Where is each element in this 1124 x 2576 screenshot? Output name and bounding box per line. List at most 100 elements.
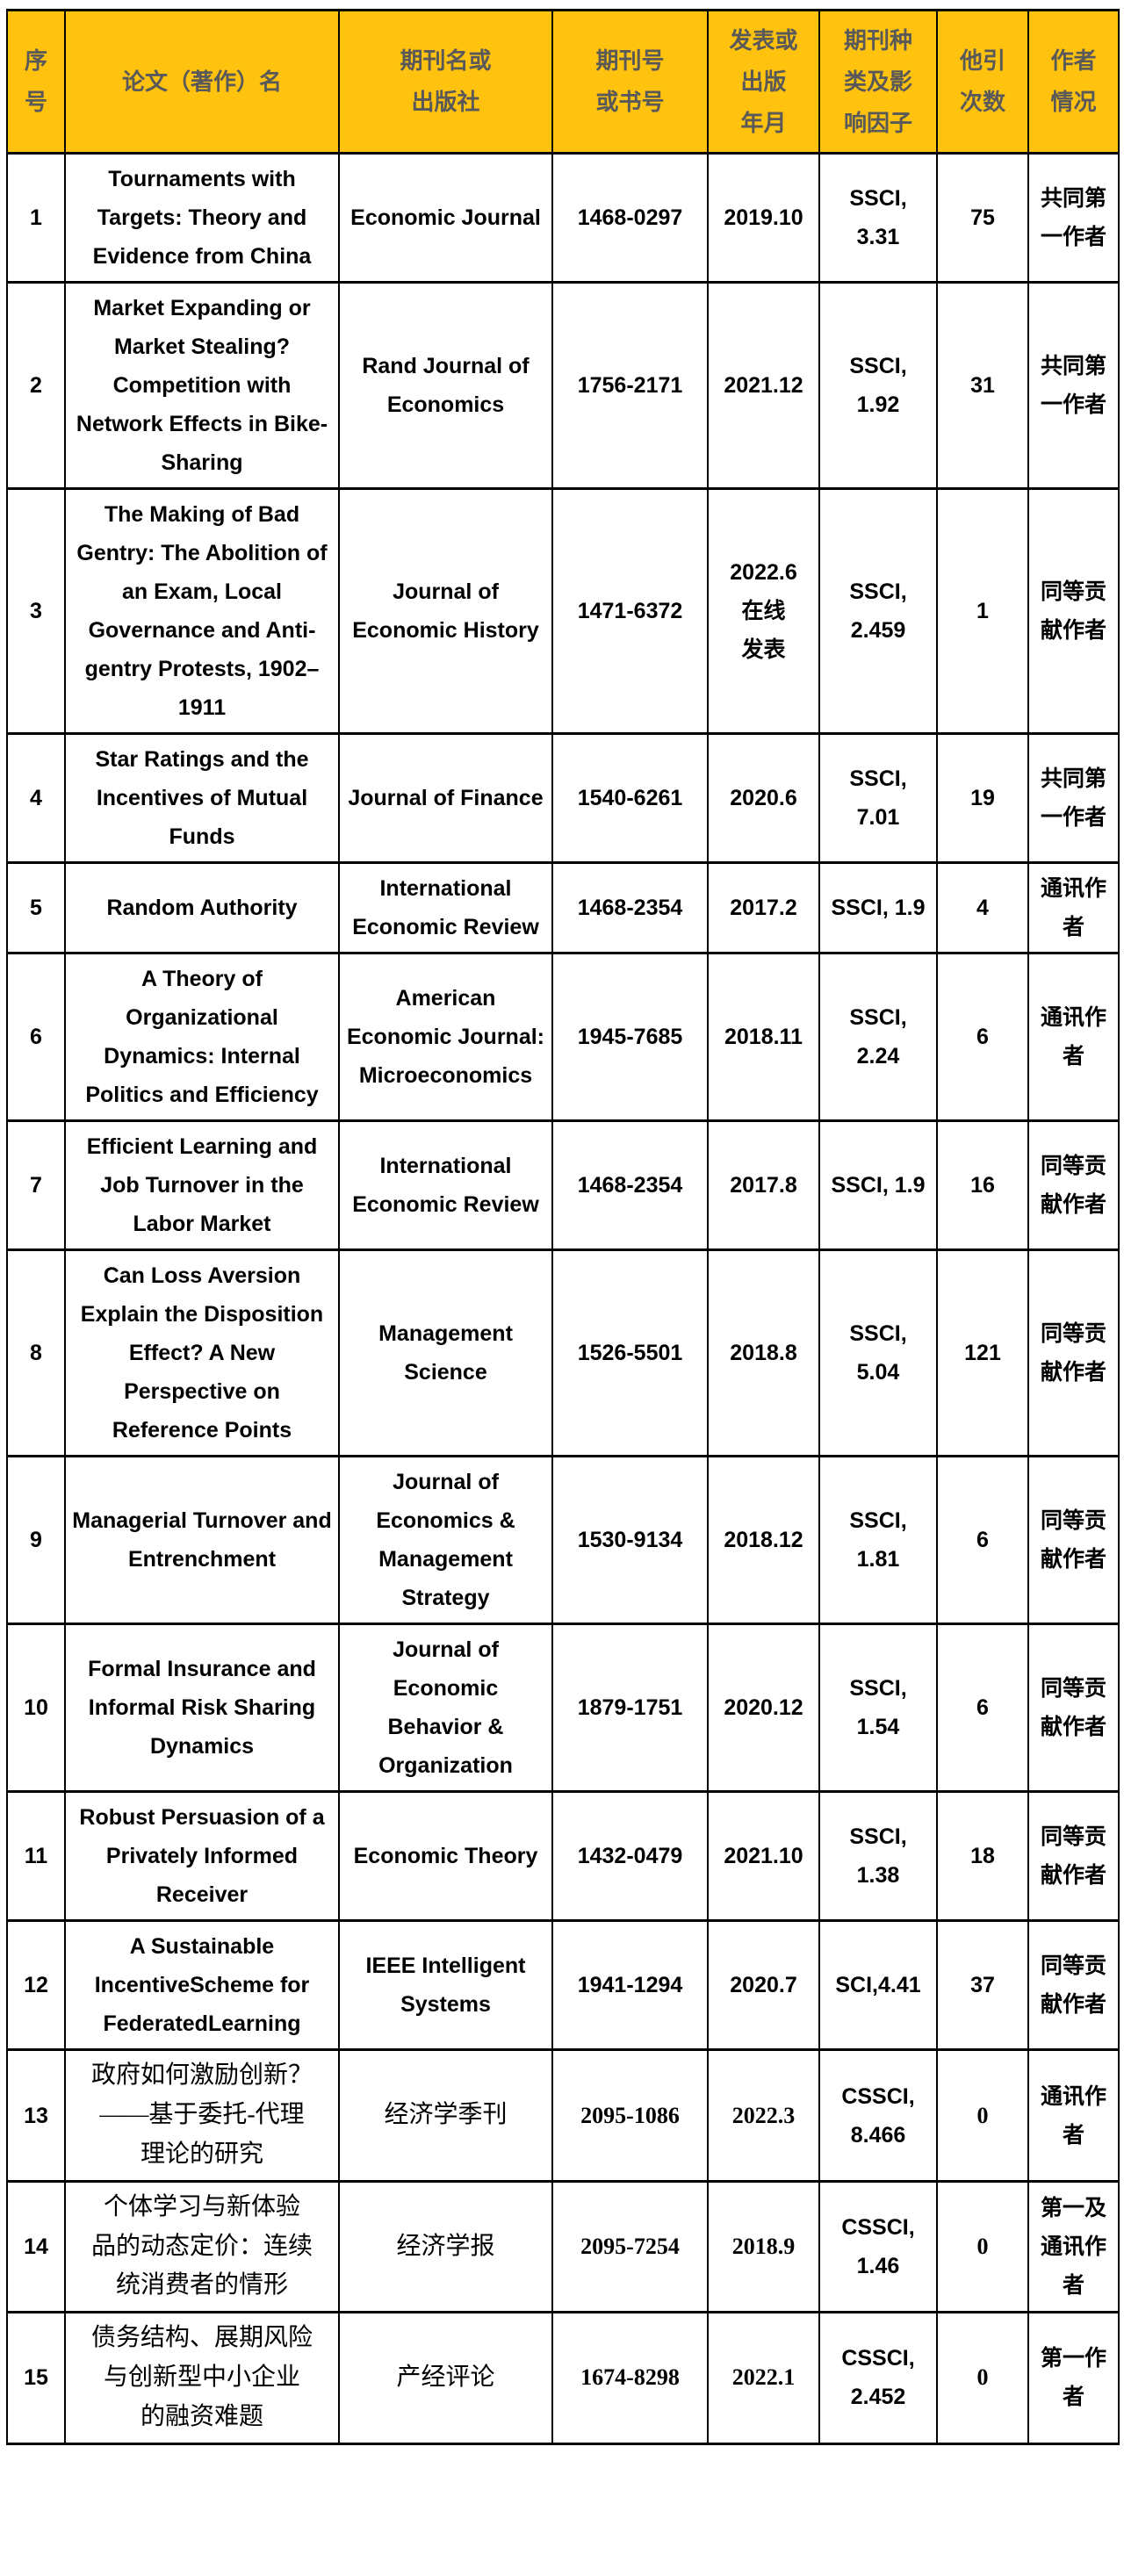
publish-date-cell: 2022.1: [707, 2311, 820, 2445]
index-factor-cell: SSCI, 7.01: [818, 732, 938, 865]
publish-date-cell: 2021.10: [707, 1790, 820, 1923]
issn-cell: 1468-2354: [551, 1119, 709, 1252]
author-role-cell: 共同第一作者: [1027, 732, 1120, 865]
header-issn: 期刊号 或书号: [551, 8, 709, 155]
index-factor-cell: SSCI, 1.81: [818, 1455, 938, 1626]
row-number-cell: 4: [6, 732, 66, 865]
header-title: 论文（著作）名: [64, 8, 340, 155]
publish-date-cell: 2020.6: [707, 732, 820, 865]
publish-date-cell: 2017.2: [707, 861, 820, 955]
table-row: 1 Tournaments with Targets: Theory and Ev…: [6, 152, 1120, 284]
journal-name-cell: Economic Journal: [338, 152, 553, 284]
index-factor-cell: CSSCI, 8.466: [818, 2048, 938, 2183]
header-citations: 他引 次数: [936, 8, 1029, 155]
table-body: 1 Tournaments with Targets: Theory and Ev…: [6, 152, 1120, 2445]
paper-title-cell: Managerial Turnover and Entrenchment: [64, 1455, 340, 1626]
issn-cell: 2095-1086: [551, 2048, 709, 2183]
author-role-cell: 同等贡献作者: [1027, 1790, 1120, 1923]
journal-name-cell: 经济学报: [338, 2179, 553, 2314]
author-role-cell: 共同第一作者: [1027, 281, 1120, 491]
author-role-cell: 通讯作者: [1027, 952, 1120, 1123]
author-role-cell: 同等贡献作者: [1027, 1623, 1120, 1794]
citation-count-cell: 6: [936, 952, 1029, 1123]
journal-name-cell: International Economic Review: [338, 861, 553, 955]
issn-cell: 1530-9134: [551, 1455, 709, 1626]
index-factor-cell: SSCI, 2.459: [818, 487, 938, 736]
table-row: 10 Formal Insurance and Informal Risk Sha…: [6, 1623, 1120, 1794]
table-row: 4 Star Ratings and the Incentives of Mutu…: [6, 732, 1120, 865]
table-row: 2 Market Expanding or Market Stealing? Co…: [6, 281, 1120, 491]
header-author: 作者 情况: [1027, 8, 1120, 155]
citation-count-cell: 16: [936, 1119, 1029, 1252]
paper-title-cell: A Theory of Organizational Dynamics: Int…: [64, 952, 340, 1123]
table-row: 11 Robust Persuasion of a Privately Infor…: [6, 1790, 1120, 1923]
row-number-cell: 12: [6, 1919, 66, 2052]
row-number-cell: 7: [6, 1119, 66, 1252]
citation-count-cell: 1: [936, 487, 1029, 736]
publish-date-cell: 2018.11: [707, 952, 820, 1123]
issn-cell: 1526-5501: [551, 1248, 709, 1458]
issn-cell: 1432-0479: [551, 1790, 709, 1923]
row-number-cell: 3: [6, 487, 66, 736]
citation-count-cell: 31: [936, 281, 1029, 491]
citation-count-cell: 37: [936, 1919, 1029, 2052]
table-header-row: 序 号论文（著作）名 期刊名或 出版社 期刊号 或书号 发表或 出版 年月 期刊种 类及…: [6, 8, 1120, 155]
index-factor-cell: SSCI, 1.38: [818, 1790, 938, 1923]
publish-date-cell: 2018.12: [707, 1455, 820, 1626]
citation-count-cell: 6: [936, 1455, 1029, 1626]
citation-count-cell: 18: [936, 1790, 1029, 1923]
citation-count-cell: 0: [936, 2179, 1029, 2314]
row-number-cell: 15: [6, 2311, 66, 2445]
issn-cell: 1540-6261: [551, 732, 709, 865]
author-role-cell: 同等贡献作者: [1027, 1119, 1120, 1252]
header-no: 序 号: [6, 8, 66, 155]
row-number-cell: 10: [6, 1623, 66, 1794]
journal-name-cell: Journal of Finance: [338, 732, 553, 865]
table-row: 12 A Sustainable IncentiveScheme for Fede…: [6, 1919, 1120, 2052]
publish-date-cell: 2018.8: [707, 1248, 820, 1458]
publish-date-cell: 2022.3: [707, 2048, 820, 2183]
index-factor-cell: SSCI, 2.24: [818, 952, 938, 1123]
author-role-cell: 同等贡献作者: [1027, 1919, 1120, 2052]
index-factor-cell: SSCI, 1.92: [818, 281, 938, 491]
publish-date-cell: 2017.8: [707, 1119, 820, 1252]
paper-title-cell: Market Expanding or Market Stealing? Com…: [64, 281, 340, 491]
journal-name-cell: Journal of Economics & Management Strate…: [338, 1455, 553, 1626]
index-factor-cell: SSCI, 1.9: [818, 1119, 938, 1252]
journal-name-cell: 经济学季刊: [338, 2048, 553, 2183]
paper-title-cell: Tournaments with Targets: Theory and Evi…: [64, 152, 340, 284]
table-row: 8 Can Loss Aversion Explain the Dispositi…: [6, 1248, 1120, 1458]
citation-count-cell: 121: [936, 1248, 1029, 1458]
publish-date-cell: 2022.6 在线 发表: [707, 487, 820, 736]
journal-name-cell: 产经评论: [338, 2311, 553, 2445]
author-role-cell: 第一作者: [1027, 2311, 1120, 2445]
header-index: 期刊种 类及影 响因子: [818, 8, 938, 155]
paper-title-cell: Star Ratings and the Incentives of Mutua…: [64, 732, 340, 865]
header-date: 发表或 出版 年月: [707, 8, 820, 155]
table-row: 6 A Theory of Organizational Dynamics: In…: [6, 952, 1120, 1123]
row-number-cell: 5: [6, 861, 66, 955]
paper-title-cell: Can Loss Aversion Explain the Dispositio…: [64, 1248, 340, 1458]
citation-count-cell: 4: [936, 861, 1029, 955]
index-factor-cell: SSCI, 1.54: [818, 1623, 938, 1794]
issn-cell: 1879-1751: [551, 1623, 709, 1794]
table-row: 14 个体学习与新体验 品的动态定价：连续 统消费者的情形 经济学报 2095-725…: [6, 2179, 1120, 2314]
publish-date-cell: 2019.10: [707, 152, 820, 284]
index-factor-cell: CSSCI, 1.46: [818, 2179, 938, 2314]
index-factor-cell: SSCI, 1.9: [818, 861, 938, 955]
citation-count-cell: 0: [936, 2048, 1029, 2183]
publish-date-cell: 2021.12: [707, 281, 820, 491]
publications-table: 序 号论文（著作）名 期刊名或 出版社 期刊号 或书号 发表或 出版 年月 期刊种 类及…: [6, 8, 1120, 2445]
row-number-cell: 14: [6, 2179, 66, 2314]
author-role-cell: 同等贡献作者: [1027, 1248, 1120, 1458]
row-number-cell: 9: [6, 1455, 66, 1626]
paper-title-cell: 债务结构、展期风险 与创新型中小企业 的融资难题: [64, 2311, 340, 2445]
author-role-cell: 通讯作者: [1027, 861, 1120, 955]
issn-cell: 1674-8298: [551, 2311, 709, 2445]
index-factor-cell: SCI,4.41: [818, 1919, 938, 2052]
issn-cell: 1945-7685: [551, 952, 709, 1123]
table-row: 5 Random Authority International Economic …: [6, 861, 1120, 955]
paper-title-cell: The Making of Bad Gentry: The Abolition …: [64, 487, 340, 736]
index-factor-cell: CSSCI, 2.452: [818, 2311, 938, 2445]
row-number-cell: 13: [6, 2048, 66, 2183]
